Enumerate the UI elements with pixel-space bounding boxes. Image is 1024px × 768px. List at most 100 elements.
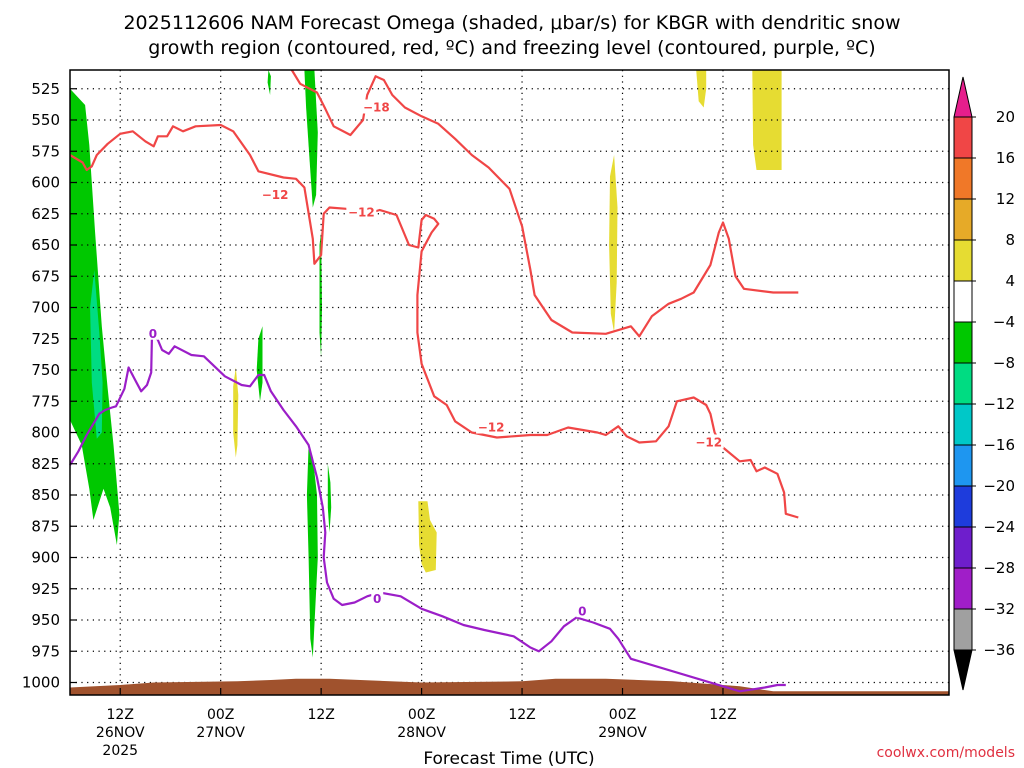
y-tick-label-650: 650 — [31, 236, 60, 254]
freezing-level-label-2: 0 — [578, 604, 586, 618]
y-tick-label-975: 975 — [31, 642, 60, 660]
y-tick-label-925: 925 — [31, 580, 60, 598]
x-tick-label-48: 00Z — [408, 707, 435, 723]
freezing-level-label-bg-1 — [146, 325, 159, 340]
y-tick-label-800: 800 — [31, 424, 60, 442]
x-tick-date-12: 26NOV — [96, 725, 145, 741]
omega-region-12 — [752, 70, 782, 170]
x-tick-date-24: 27NOV — [196, 725, 245, 741]
colorbar-label-11: −28 — [983, 559, 1015, 577]
colorbar-label-1: 16 — [996, 149, 1015, 167]
colorbar-swatch-7 — [953, 403, 973, 446]
colorbar-swatch-4 — [953, 280, 973, 323]
isotherm-label-4: −18 — [363, 101, 390, 115]
y-tick-label-550: 550 — [31, 111, 60, 129]
y-tick-label-600: 600 — [31, 174, 60, 192]
y-tick-label-625: 625 — [31, 205, 60, 223]
colorbar-swatch-12 — [953, 608, 973, 651]
freezing-level-line — [69, 332, 786, 693]
plot-frame — [69, 69, 950, 696]
y-tick-label-700: 700 — [31, 299, 60, 317]
y-tick-label-675: 675 — [31, 267, 60, 285]
x-tick-date-48: 28NOV — [397, 725, 446, 741]
isotherm-line-0 — [69, 123, 799, 519]
colorbar-swatch-3 — [953, 239, 973, 282]
x-axis-label: Forecast Time (UTC) — [423, 749, 594, 768]
omega-region-6 — [306, 445, 318, 658]
colorbar-swatch-10 — [953, 526, 973, 569]
x-tick-label-72: 00Z — [609, 707, 636, 723]
freezing-level-label-bg-0 — [371, 590, 384, 605]
x-tick-year-12: 2025 — [102, 743, 138, 759]
x-axis: 12Z 26NOV 2025 00Z 27NOV 12Z 00Z 28NOV 12Z 00Z 29N… — [96, 688, 737, 759]
colorbar-label-5: −4 — [993, 313, 1015, 331]
omega-region-10 — [609, 155, 618, 333]
omega-region-5 — [319, 232, 322, 358]
colorbar-swatch-5 — [953, 321, 973, 364]
colorbar-swatch-8 — [953, 444, 973, 487]
colorbar-swatch-9 — [953, 485, 973, 528]
colorbar-swatch-2 — [953, 198, 973, 241]
isotherm-label-0: −12 — [262, 188, 289, 202]
colorbar-label-7: −12 — [983, 395, 1015, 413]
x-tick-label-12: 12Z — [107, 707, 134, 723]
colorbar-label-13: −36 — [983, 641, 1015, 659]
x-tick-label-84: 12Z — [709, 707, 736, 723]
x-tick-label-36: 12Z — [307, 707, 334, 723]
colorbar-swatch-6 — [953, 362, 973, 405]
y-tick-label-900: 900 — [31, 549, 60, 567]
freezing-level-label-bg-2 — [576, 603, 589, 618]
colorbar-swatch-1 — [953, 157, 973, 200]
colorbar-swatch-11 — [953, 567, 973, 610]
chart-title-line1: 2025112606 NAM Forecast Omega (shaded, μ… — [123, 12, 900, 34]
omega-region-8 — [233, 367, 239, 458]
credit-label: coolwx.com/models — [877, 745, 1015, 761]
colorbar: 20 16 12 8 4 −4 −8 −12 −16 −20 −24 −28 −32 −36 — [953, 76, 1015, 691]
colorbar-label-10: −24 — [983, 518, 1015, 536]
terrain-fill — [70, 678, 949, 695]
omega-region-9 — [418, 501, 437, 573]
colorbar-label-6: −8 — [993, 354, 1015, 372]
plot-area — [70, 70, 949, 695]
isotherm-line-4 — [290, 69, 799, 338]
y-tick-label-775: 775 — [31, 392, 60, 410]
y-axis: 525 550 575 600 625 650 675 700 725 750 775 800 825 8… — [22, 80, 77, 692]
isotherm-label-bg-4 — [361, 99, 392, 114]
isotherm-label-2: −12 — [695, 436, 722, 450]
isotherm-contours: −12 −12 −12 −12 −18 — [69, 69, 799, 519]
isotherm-label-bg-1 — [476, 419, 507, 434]
omega-region-3 — [256, 326, 263, 402]
omega-region-7 — [327, 463, 332, 533]
isotherm-label-1: −12 — [478, 421, 505, 435]
y-tick-label-750: 750 — [31, 361, 60, 379]
y-tick-label-825: 825 — [31, 455, 60, 473]
colorbar-label-3: 8 — [1005, 231, 1015, 249]
y-tick-label-875: 875 — [31, 517, 60, 535]
omega-region-4 — [304, 70, 318, 208]
freezing-level-label-1: 0 — [149, 327, 157, 341]
isotherm-label-bg-0 — [260, 187, 291, 201]
colorbar-label-9: −20 — [983, 477, 1015, 495]
x-tick-date-72: 29NOV — [598, 725, 647, 741]
colorbar-label-0: 20 — [996, 108, 1015, 126]
colorbar-top-arrow — [953, 76, 973, 118]
isotherm-label-bg-2 — [693, 434, 724, 449]
colorbar-label-2: 12 — [996, 190, 1015, 208]
freezing-level-label-0: 0 — [373, 592, 381, 606]
omega-region-11 — [696, 70, 707, 108]
colorbar-label-4: 4 — [1005, 272, 1015, 290]
y-tick-label-525: 525 — [31, 80, 60, 98]
omega-shading — [70, 70, 782, 658]
y-tick-label-850: 850 — [31, 486, 60, 504]
y-tick-label-575: 575 — [31, 142, 60, 160]
colorbar-swatch-0 — [953, 116, 973, 159]
terrain — [70, 678, 949, 695]
omega-region-1 — [90, 270, 103, 439]
colorbar-label-8: −16 — [983, 436, 1015, 454]
colorbar-label-12: −32 — [983, 600, 1015, 618]
isotherm-label-bg-3 — [346, 204, 377, 219]
isotherm-label-3: −12 — [348, 206, 375, 220]
colorbar-bottom-arrow — [953, 649, 973, 691]
x-tick-label-60: 12Z — [508, 707, 535, 723]
